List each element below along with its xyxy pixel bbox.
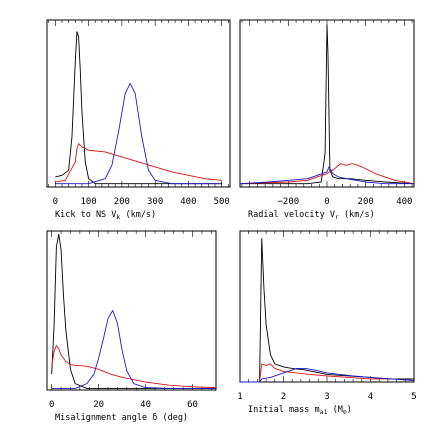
panel-initial-mass: 1 2 3 4 5 Initial mass ma1 (M⊙) [237, 230, 417, 416]
x-tick-label: 200 [358, 197, 374, 207]
x-axis-label-subscript: k [116, 213, 120, 221]
x-tick-label: 0 [324, 197, 329, 207]
red-series-curve [240, 363, 415, 383]
red-series-curve [51, 345, 217, 389]
x-axis-label-subscript: a1 [320, 408, 328, 416]
x-tick-label: 100 [80, 197, 96, 207]
black-series-curve [240, 24, 415, 185]
x-tick-label: 5 [411, 392, 416, 402]
x-axis-label: Misalignment angle δ (deg) [55, 413, 188, 423]
panel-misalignment-angle: 0 20 40 60 Misalignment angle δ (deg) [46, 230, 217, 423]
x-tick-label: 2 [281, 392, 286, 402]
x-tick-label: 200 [114, 197, 130, 207]
black-series-curve [51, 233, 216, 389]
blue-series-curve [51, 310, 216, 389]
x-axis-label-text: Misalignment angle δ (deg) [55, 413, 188, 423]
blue-series-curve [240, 367, 415, 383]
plot-frame [46, 230, 217, 391]
blue-series-curve [239, 166, 414, 185]
x-axis-label: Radial velocity Vr (km/s) [248, 210, 375, 221]
x-tick-label: 1 [237, 392, 242, 402]
x-axis-label: Kick to NS Vk (km/s) [55, 210, 156, 221]
plot-frame [239, 230, 415, 383]
x-axis-label-text: Radial velocity V [248, 210, 335, 220]
x-tick-label: 500 [214, 197, 230, 207]
x-axis-label-text: (M [327, 405, 342, 415]
black-series-curve [55, 31, 222, 185]
x-tick-label: −200 [277, 197, 299, 207]
x-tick-label: 4 [368, 392, 373, 402]
x-tick-label: 40 [140, 400, 151, 410]
x-tick-label: 20 [93, 400, 104, 410]
x-axis-label-subscript: ⊙ [343, 408, 347, 416]
panel-kick-velocity: 0 100 200 300 400 500 Kick to NS Vk (km/s) [46, 19, 231, 221]
plot-frame [46, 19, 231, 188]
x-axis-label-text: ) [347, 405, 352, 415]
x-tick-label: 400 [396, 197, 412, 207]
x-tick-label: 60 [187, 400, 198, 410]
x-tick-label: 0 [53, 197, 58, 207]
x-tick-label: 0 [49, 400, 54, 410]
x-tick-label: 300 [147, 197, 163, 207]
red-series-curve [239, 163, 415, 185]
red-series-curve [55, 143, 222, 183]
x-tick-label: 400 [180, 197, 196, 207]
x-axis-label-text: Kick to NS V [55, 210, 116, 220]
x-axis-label-text: (km/s) [339, 210, 375, 220]
blue-series-curve [55, 83, 222, 185]
panel-radial-velocity: −200 0 200 400 Radial velocity Vr (km/s) [239, 19, 415, 221]
black-series-curve [240, 238, 414, 383]
x-axis-label-subscript: r [335, 213, 339, 221]
x-axis-label-text: Initial mass m [248, 405, 320, 415]
x-tick-label: 3 [324, 392, 329, 402]
x-axis-label: Initial mass ma1 (M⊙) [248, 405, 352, 416]
x-axis-label-text: (km/s) [120, 210, 156, 220]
